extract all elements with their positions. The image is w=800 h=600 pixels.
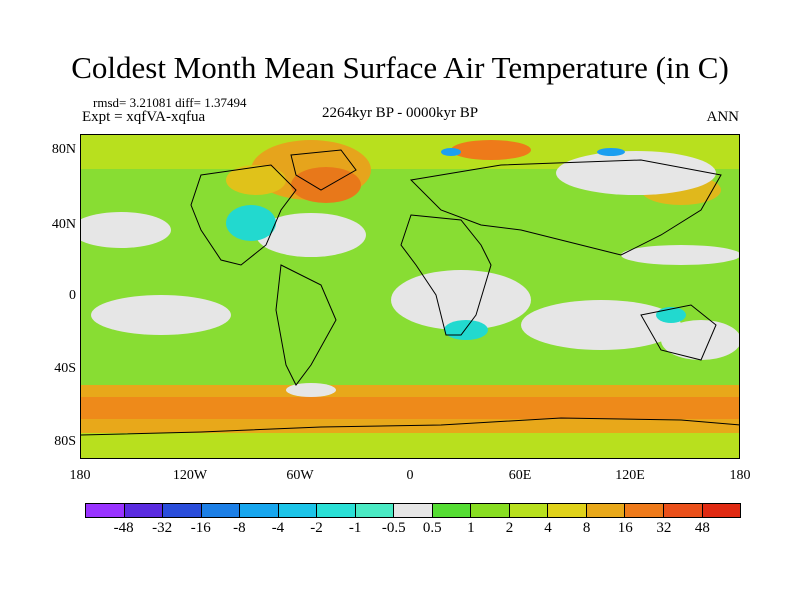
south-pacific-neutral: [91, 295, 231, 335]
colorbar-tick-label: -0.5: [381, 520, 406, 536]
colorbar-tick-label: 2: [505, 520, 514, 536]
arctic-cold-patch-west: [441, 148, 461, 156]
colorbar-tick-label: -2: [310, 520, 323, 536]
colorbar-swatch: [548, 504, 587, 517]
lon-label-60w: 60W: [286, 468, 314, 483]
colorbar-swatch: [163, 504, 202, 517]
stats-text: rmsd= 3.21081 diff= 1.37494: [93, 95, 247, 110]
colorbar-swatch: [586, 504, 626, 517]
lat-label-equator: 0: [69, 288, 76, 303]
southern-hot-band: [81, 397, 739, 419]
lat-label-80s: 80S: [54, 434, 76, 449]
drake-neutral: [286, 383, 336, 397]
colorbar-tick-label: 16: [617, 520, 633, 536]
south-africa-cold-patch: [444, 320, 488, 340]
lon-label-120w: 120W: [172, 468, 208, 483]
antarctica-coast: [81, 417, 739, 436]
season-label: ANN: [706, 109, 740, 125]
australia-neutral: [661, 320, 739, 360]
colorbar-swatch: [625, 504, 664, 517]
colorbar-swatch: [201, 504, 241, 517]
colorbar-tick-label: 8: [582, 520, 591, 536]
siberia-hot-patch: [451, 140, 531, 160]
eurasia-coast: [409, 159, 722, 256]
period-label: 2264kyr BP - 0000kyr BP: [321, 105, 479, 121]
greenland-coast: [290, 149, 357, 191]
colorbar-swatch: [702, 504, 741, 517]
greenland-hot-patch: [291, 167, 361, 203]
south-america-coast: [275, 264, 337, 386]
africa-coast: [400, 214, 492, 336]
colorbar-tick-label: -16: [190, 520, 211, 536]
colorbar-tick-label: -1: [348, 520, 362, 536]
australia-coast: [640, 304, 717, 361]
east-siberia-neutral: [556, 151, 716, 195]
coastlines: [81, 149, 739, 436]
lon-label-120e: 120E: [615, 468, 645, 483]
north-atlantic-neutral: [256, 213, 366, 257]
colorbar-swatch: [509, 504, 549, 517]
colorbar-swatch: [278, 504, 318, 517]
colorbar-tick-label: -48: [113, 520, 134, 536]
north-pacific-neutral: [81, 212, 171, 248]
colorbar-swatch: [124, 504, 164, 517]
map-title: Coldest Month Mean Surface Air Temperatu…: [71, 50, 729, 85]
antarctic-band: [81, 433, 739, 458]
lon-label-60e: 60E: [508, 468, 532, 483]
indian-ocean-neutral: [521, 300, 681, 350]
lon-label-0: 0: [406, 468, 414, 483]
colorbar: [85, 503, 741, 518]
lat-label-40s: 40S: [54, 361, 76, 376]
colorbar-tick-label: -4: [271, 520, 285, 536]
west-pacific-neutral: [621, 245, 739, 265]
colorbar-tick-label: 48: [694, 520, 710, 536]
south-atlantic-neutral: [391, 270, 531, 330]
lat-label-40n: 40N: [51, 217, 76, 232]
colorbar-swatch: [663, 504, 703, 517]
colorbar-tick-label: 0.5: [422, 520, 442, 536]
colorbar-swatch: [394, 504, 433, 517]
colorbar-swatch: [86, 504, 125, 517]
temperature-anomaly-map: [81, 135, 739, 458]
colorbar-tick-label: 32: [656, 520, 672, 536]
colorbar-swatch: [432, 504, 472, 517]
colorbar-swatch: [471, 504, 510, 517]
colorbar-swatch: [240, 504, 279, 517]
lon-label-180w: 180: [69, 468, 91, 483]
north-america-coast: [190, 164, 297, 266]
colorbar-tick-label: 4: [544, 520, 552, 536]
experiment-label: Expt = xqfVA-xqfua: [82, 109, 206, 125]
colorbar-tick-label: -8: [233, 520, 246, 536]
colorbar-swatch: [355, 504, 395, 517]
lon-label-180e: 180: [729, 468, 751, 483]
colorbar-tick-label: 1: [467, 520, 475, 536]
lat-label-80n: 80N: [51, 142, 76, 157]
colorbar-tick-label: -32: [152, 520, 173, 536]
canada-warm-patch: [226, 165, 286, 195]
north-america-cold-patch: [226, 205, 276, 241]
map-panel: [80, 134, 740, 459]
arctic-cold-patch: [597, 148, 625, 156]
colorbar-swatch: [317, 504, 356, 517]
